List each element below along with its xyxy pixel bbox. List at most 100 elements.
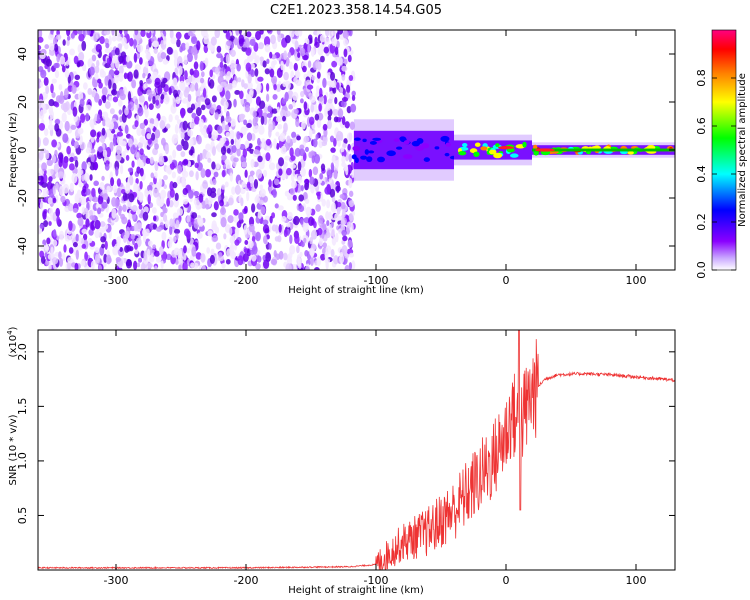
noise-speckle-dot — [82, 185, 87, 194]
noise-speckle-dot — [278, 168, 283, 176]
noise-speckle-dot — [50, 168, 55, 175]
noise-speckle-dot — [191, 212, 198, 219]
noise-speckle-dot — [148, 123, 154, 130]
noise-speckle-dot — [278, 157, 285, 167]
noise-speckle-dot — [225, 131, 231, 138]
noise-speckle-dot — [125, 55, 131, 63]
noise-speckle-dot — [195, 252, 202, 260]
noise-speckle-dot — [216, 162, 220, 170]
noise-speckle-dot — [58, 83, 63, 91]
noise-speckle-dot — [42, 210, 47, 220]
noise-speckle-dot — [351, 95, 356, 101]
noise-speckle-dot — [262, 224, 270, 234]
noise-speckle-dot — [256, 83, 262, 92]
noise-speckle-dot — [111, 208, 117, 219]
noise-speckle-dot — [92, 196, 99, 203]
noise-speckle-dot — [248, 55, 253, 62]
noise-speckle-dot — [194, 82, 199, 92]
noise-speckle-dot — [61, 252, 66, 262]
noise-speckle-dot — [124, 245, 130, 253]
noise-speckle-dot — [251, 254, 257, 262]
noise-speckle-dot — [331, 37, 338, 47]
noise-speckle-dot — [324, 30, 330, 37]
noise-speckle-dot — [168, 155, 173, 164]
noise-speckle-dot — [72, 241, 78, 248]
noise-speckle-dot — [55, 182, 59, 190]
noise-speckle-dot — [159, 119, 166, 130]
noise-speckle-dot — [280, 173, 287, 180]
noise-speckle-dot — [134, 98, 139, 106]
noise-speckle-dot — [339, 87, 344, 94]
noise-speckle-dot — [275, 224, 279, 234]
noise-speckle-dot — [180, 150, 186, 158]
signal-band-blob — [352, 145, 360, 152]
noise-speckle-dot — [202, 87, 207, 98]
noise-speckle-dot — [314, 267, 320, 270]
noise-speckle-dot — [173, 228, 181, 234]
noise-speckle-dot — [276, 106, 280, 113]
signal-band-blob — [493, 152, 503, 159]
noise-speckle-dot — [74, 159, 79, 168]
noise-speckle-dot — [55, 207, 61, 217]
noise-speckle-dot — [218, 251, 223, 258]
noise-speckle-dot — [340, 214, 345, 224]
noise-speckle-dot — [182, 261, 188, 270]
noise-speckle-dot — [71, 84, 77, 94]
noise-speckle-dot — [109, 108, 115, 115]
noise-speckle-dot — [220, 154, 228, 161]
noise-speckle-dot — [280, 60, 284, 71]
noise-speckle-dot — [206, 247, 211, 254]
noise-speckle-dot — [212, 234, 219, 242]
snr-y-ticks: 0.5 1.0 1.5 2.0 — [16, 343, 675, 524]
noise-speckle-dot — [147, 240, 153, 247]
noise-speckle-dot — [69, 182, 74, 193]
noise-speckle-dot — [42, 137, 49, 146]
noise-speckle-dot — [94, 229, 100, 239]
noise-speckle-dot — [193, 190, 200, 197]
snr-y-tick-label: 2.0 — [16, 343, 29, 361]
snr-y-tick-label: 1.0 — [16, 452, 29, 470]
noise-speckle-dot — [273, 83, 277, 91]
noise-speckle-dot — [258, 42, 264, 50]
noise-speckle-dot — [276, 67, 283, 79]
colorbar-gradient — [711, 29, 737, 271]
noise-speckle-dot — [304, 266, 310, 270]
noise-speckle-dot — [99, 36, 105, 45]
noise-speckle-dot — [85, 218, 90, 228]
noise-speckle-dot — [298, 205, 305, 213]
noise-speckle-dot — [294, 40, 299, 50]
noise-speckle-dot — [253, 149, 261, 155]
noise-speckle-dot — [162, 59, 169, 65]
noise-speckle-dot — [243, 224, 248, 235]
noise-speckle-dot — [202, 179, 208, 189]
noise-speckle-dot — [38, 44, 42, 51]
noise-speckle-dot — [326, 169, 333, 179]
noise-speckle-dot — [286, 135, 291, 144]
noise-speckle-dot — [51, 91, 56, 99]
noise-speckle-dot — [89, 66, 95, 76]
noise-speckle-dot — [216, 143, 221, 151]
noise-speckle-dot — [91, 90, 96, 98]
noise-speckle-dot — [153, 250, 160, 257]
noise-speckle-dot — [290, 163, 297, 169]
noise-speckle-dot — [146, 262, 153, 269]
noise-speckle-dot — [351, 260, 356, 270]
noise-speckle-dot — [320, 253, 326, 261]
noise-speckle-dot — [139, 148, 144, 156]
noise-speckle-dot — [334, 46, 339, 56]
noise-speckle-dot — [189, 137, 194, 148]
noise-speckle-dot — [152, 40, 159, 48]
noise-speckle-dot — [127, 138, 133, 148]
noise-speckle-dot — [330, 162, 334, 170]
noise-speckle-dot — [179, 80, 185, 91]
noise-speckle-dot — [112, 96, 119, 103]
noise-speckle-dot — [38, 150, 44, 161]
noise-speckle-dot — [152, 244, 157, 250]
noise-speckle-dot — [322, 77, 327, 89]
noise-speckle-dot — [153, 47, 158, 54]
signal-band-blob — [415, 145, 425, 151]
noise-speckle-dot — [54, 69, 60, 79]
noise-speckle-dot — [220, 217, 227, 228]
noise-speckle-dot — [325, 211, 330, 221]
noise-speckle-dot — [322, 223, 327, 230]
